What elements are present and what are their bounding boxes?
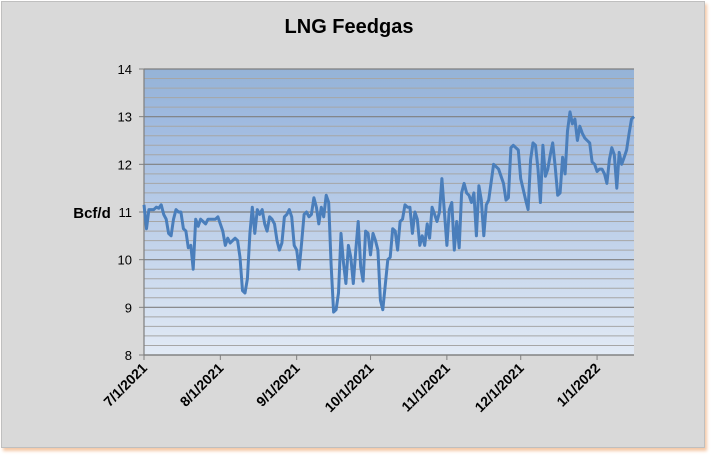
y-tick-label: 13 <box>118 110 132 125</box>
x-tick-label: 12/1/2021 <box>471 360 527 416</box>
y-tick-label: 11 <box>119 205 133 220</box>
x-tick-label: 1/1/2022 <box>553 360 603 410</box>
y-tick-label: 8 <box>125 348 132 363</box>
chart-title: LNG Feedgas <box>285 16 414 38</box>
y-tick-label: 12 <box>118 157 132 172</box>
y-axis-label: Bcf/d <box>73 205 111 222</box>
x-tick-label: 10/1/2021 <box>321 360 377 416</box>
x-tick-label: 7/1/2021 <box>100 360 150 410</box>
series-line-lng-feedgas <box>142 110 636 314</box>
x-tick-label: 11/1/2021 <box>398 360 453 415</box>
y-tick-label: 9 <box>125 300 132 315</box>
y-tick-label: 14 <box>118 62 132 77</box>
x-tick-label: 8/1/2021 <box>177 360 227 410</box>
x-tick-label: 9/1/2021 <box>253 360 303 410</box>
y-tick-label: 10 <box>118 253 132 268</box>
